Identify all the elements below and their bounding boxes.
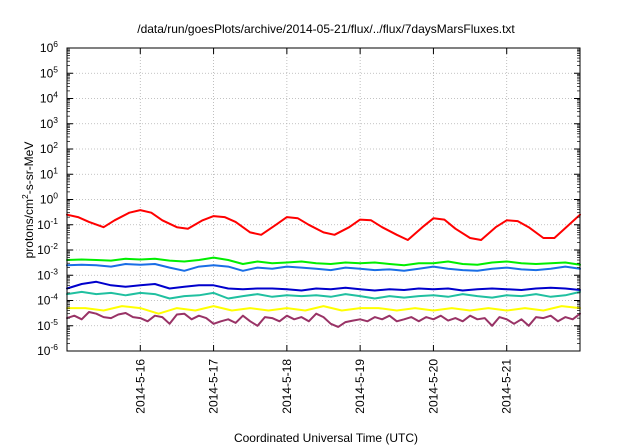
y-axis-label-post: -s-sr-MeV — [22, 142, 36, 195]
y-tick-base: 10 — [40, 66, 54, 80]
chart-title: /data/run/goesPlots/archive/2014-05-21/f… — [137, 22, 515, 36]
x-tick-label: 2014-5-20 — [426, 359, 440, 414]
x-tick-label: 2014-5-18 — [280, 359, 294, 414]
y-tick-base: 10 — [40, 92, 54, 106]
y-axis-label-pre: protons/cm — [22, 199, 36, 258]
grid — [67, 48, 580, 351]
y-tick-base: 10 — [40, 41, 54, 55]
axis-ticks — [67, 47, 580, 352]
y-tick-exponent: 1 — [53, 165, 58, 175]
y-tick-base: 10 — [37, 344, 51, 358]
y-tick-base: 10 — [37, 218, 51, 232]
series-line-2 — [66, 256, 581, 267]
y-tick-label: 102 — [40, 140, 58, 156]
series-lines — [66, 209, 581, 328]
y-tick-exponent: -4 — [50, 292, 58, 302]
y-tick-base: 10 — [37, 319, 51, 333]
y-tick-exponent: 0 — [53, 191, 58, 201]
series-line-1 — [66, 209, 581, 241]
y-tick-exponent: -1 — [50, 216, 58, 226]
y-axis-label: protons/cm2-s-sr-MeV — [20, 142, 36, 259]
y-tick-base: 10 — [40, 193, 54, 207]
x-axis-label: Coordinated Universal Time (UTC) — [234, 431, 418, 445]
y-tick-label: 10-2 — [37, 241, 58, 257]
x-tick-label: 2014-5-17 — [207, 359, 221, 414]
y-tick-label: 106 — [40, 39, 58, 55]
series-line-7 — [66, 311, 581, 328]
y-tick-exponent: 3 — [53, 115, 58, 125]
y-tick-base: 10 — [37, 294, 51, 308]
y-tick-exponent: 5 — [53, 64, 58, 74]
y-tick-exponent: -5 — [50, 317, 58, 327]
y-tick-label: 10-3 — [37, 266, 58, 282]
series-line-4 — [66, 280, 581, 292]
series-line-5 — [66, 290, 581, 300]
y-tick-label: 103 — [40, 115, 58, 131]
y-tick-exponent: -6 — [50, 342, 58, 352]
y-tick-base: 10 — [40, 117, 54, 131]
x-tick-label: 2014-5-16 — [133, 359, 147, 414]
y-tick-label: 105 — [40, 64, 58, 80]
series-line-6 — [66, 305, 581, 315]
y-axis-label-sup: 2 — [20, 194, 30, 199]
y-tick-label: 10-6 — [37, 342, 58, 358]
series-line-3 — [66, 263, 581, 272]
x-tick-labels: 2014-5-16 2014-5-17 2014-5-18 2014-5-19 2014… — [133, 359, 513, 414]
y-tick-label: 10-4 — [37, 292, 58, 308]
y-tick-labels: 10-610-510-410-310-210-11001011021031041… — [37, 39, 58, 358]
y-tick-exponent: 2 — [53, 140, 58, 150]
y-tick-label: 10-5 — [37, 317, 58, 333]
y-tick-exponent: -3 — [50, 266, 58, 276]
y-tick-label: 104 — [40, 90, 58, 106]
y-tick-exponent: -2 — [50, 241, 58, 251]
y-tick-base: 10 — [37, 243, 51, 257]
x-tick-label: 2014-5-19 — [353, 359, 367, 414]
y-tick-exponent: 4 — [53, 90, 58, 100]
y-tick-label: 10-1 — [37, 216, 58, 232]
x-tick-label: 2014-5-21 — [500, 359, 514, 414]
y-tick-base: 10 — [40, 167, 54, 181]
y-tick-exponent: 6 — [53, 39, 58, 49]
y-tick-base: 10 — [40, 142, 54, 156]
y-tick-label: 100 — [40, 191, 58, 207]
y-tick-label: 101 — [40, 165, 58, 181]
y-tick-base: 10 — [37, 268, 51, 282]
